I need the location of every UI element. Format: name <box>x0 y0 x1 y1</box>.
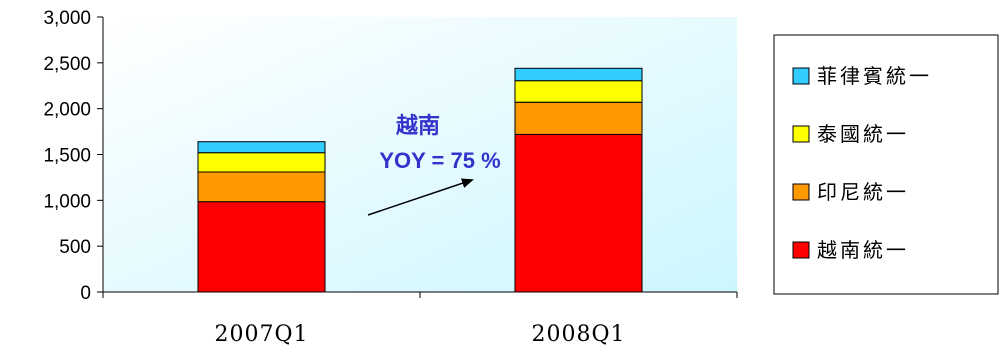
legend-swatch <box>792 67 810 85</box>
y-tick-label: 1,000 <box>43 191 91 212</box>
x-category-label: 2008Q1 <box>531 322 625 347</box>
yoy-annotation: 越南 YOY = 75 % <box>367 113 501 216</box>
y-tick-label: 2,500 <box>43 54 91 75</box>
x-category-labels: 2007Q1 2008Q1 <box>214 322 625 347</box>
x-category-label: 2007Q1 <box>214 322 308 347</box>
legend-swatch <box>792 125 810 143</box>
bar-segment-4-2007q1 <box>197 141 326 154</box>
legend-label: 泰國統一 <box>817 122 909 146</box>
bar-segment-1-2008q1 <box>514 133 643 293</box>
annotation-title: 越南 <box>395 113 440 139</box>
y-tick-label: 1,500 <box>43 146 91 167</box>
bar-segment-2-2008q1 <box>514 101 643 135</box>
legend-label: 印尼統一 <box>817 180 909 204</box>
bar-segment-2-2007q1 <box>197 171 326 203</box>
bar-segment-4-2008q1 <box>514 67 643 82</box>
annotation-yoy-text: YOY = 75 % <box>379 148 500 173</box>
bar-segment-1-2007q1 <box>197 201 326 293</box>
axes-layer <box>97 16 738 298</box>
bar-segment-3-2008q1 <box>514 80 643 103</box>
legend-swatch <box>792 183 810 201</box>
legend-label: 菲律賓統一 <box>817 64 932 88</box>
y-tick-label: 500 <box>59 237 91 258</box>
annotation-arrow <box>367 178 474 216</box>
legend-swatch <box>792 241 810 259</box>
bar-segment-3-2007q1 <box>197 152 326 173</box>
legend-label: 越南統一 <box>817 238 909 262</box>
y-tick-label: 3,000 <box>43 8 91 29</box>
bars-layer <box>197 67 643 293</box>
y-tick-label: 2,000 <box>43 100 91 121</box>
y-tick-labels: 0 500 1,000 1,500 2,000 2,500 3,000 <box>43 8 91 304</box>
y-tick-label: 0 <box>80 283 91 304</box>
legend-box <box>773 34 999 295</box>
